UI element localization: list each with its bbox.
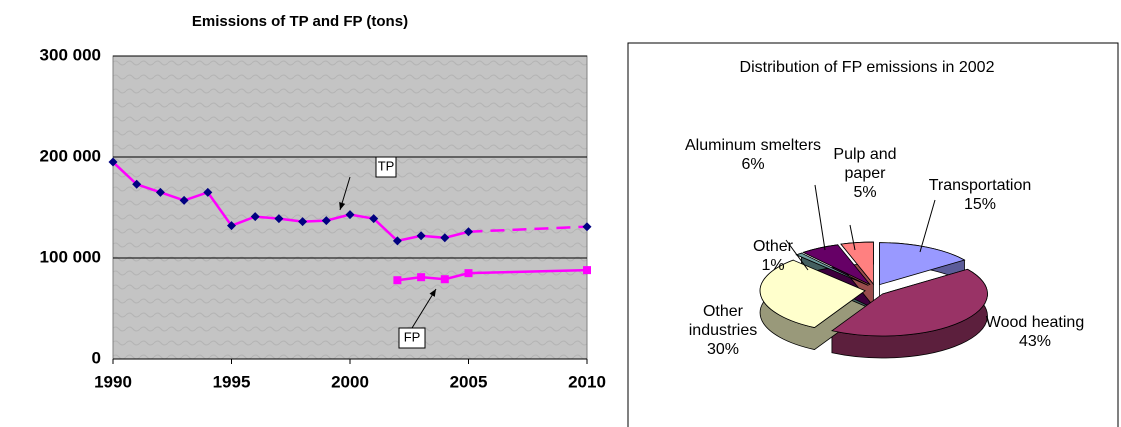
marker bbox=[321, 216, 331, 226]
marker bbox=[274, 214, 284, 224]
leader-line bbox=[814, 184, 826, 251]
pie-slice bbox=[879, 242, 966, 286]
leader-line bbox=[785, 239, 809, 271]
slice-label: Other 1% bbox=[738, 237, 808, 275]
marker bbox=[132, 179, 142, 189]
marker bbox=[345, 210, 355, 220]
slice-name: Other bbox=[752, 238, 793, 255]
slice-value-label: 30% bbox=[706, 341, 740, 358]
marker bbox=[464, 227, 473, 237]
arrow-head bbox=[339, 202, 346, 210]
callout-box bbox=[398, 327, 426, 349]
y-tick-label: 0 bbox=[92, 348, 101, 367]
pie-frame bbox=[627, 42, 1119, 427]
marker bbox=[392, 236, 402, 246]
leader-line bbox=[849, 224, 856, 251]
slice-value-label: 5% bbox=[853, 184, 877, 201]
x-tick-label: 2010 bbox=[568, 372, 606, 391]
chart-title: Emissions of TP and FP (tons) bbox=[192, 13, 408, 30]
slice-label: Wood heating 43% bbox=[985, 313, 1085, 351]
pie-title: Distribution of FP emissions in 2002 bbox=[740, 59, 995, 76]
marker bbox=[583, 266, 591, 275]
slice-value-label: 43% bbox=[1018, 333, 1052, 350]
slice-label: Aluminum smelters 6% bbox=[663, 136, 843, 174]
plot-area bbox=[112, 55, 588, 360]
marker bbox=[440, 275, 449, 284]
marker bbox=[227, 221, 236, 231]
callout-label: FP bbox=[404, 329, 421, 344]
callout-box bbox=[375, 156, 397, 178]
slice-label: Transportation 15% bbox=[915, 176, 1045, 214]
slice-label: Other industries 30% bbox=[668, 302, 778, 359]
marker bbox=[393, 276, 402, 285]
marker bbox=[582, 222, 592, 232]
slice-value-label: 15% bbox=[963, 196, 997, 213]
slice-name: Other industries bbox=[688, 303, 758, 339]
slice-value-label: 1% bbox=[761, 257, 785, 274]
marker bbox=[250, 212, 260, 222]
x-tick-label: 2000 bbox=[331, 372, 369, 391]
marker bbox=[369, 214, 379, 224]
series-line bbox=[468, 225, 588, 233]
marker bbox=[416, 231, 426, 241]
slice-name: Wood heating bbox=[985, 314, 1085, 331]
marker bbox=[464, 269, 473, 278]
x-tick-label: 1990 bbox=[94, 372, 132, 391]
pie-slice bbox=[759, 259, 866, 328]
x-tick-label: 1995 bbox=[213, 372, 251, 391]
marker bbox=[440, 233, 450, 243]
marker bbox=[108, 157, 118, 167]
leader-line bbox=[919, 199, 936, 253]
pie-slice bbox=[840, 241, 874, 286]
marker bbox=[417, 273, 426, 282]
slice-name: Aluminum smelters bbox=[684, 137, 822, 154]
y-tick-label: 200 000 bbox=[40, 146, 101, 165]
callout-arrow bbox=[411, 288, 437, 329]
marker bbox=[155, 187, 165, 197]
slice-name: Transportation bbox=[928, 177, 1032, 194]
series-line bbox=[112, 161, 469, 243]
pie-slice bbox=[802, 244, 871, 286]
pie-slice bbox=[830, 268, 988, 337]
arrow-head bbox=[429, 289, 436, 297]
callout-label: TP bbox=[378, 158, 395, 173]
slice-label: Pulp and paper 5% bbox=[830, 145, 900, 202]
slice-name: Pulp and paper bbox=[833, 146, 897, 182]
marker bbox=[298, 217, 308, 227]
y-tick-label: 300 000 bbox=[40, 45, 101, 64]
marker bbox=[203, 187, 213, 197]
y-tick-label: 100 000 bbox=[40, 247, 101, 266]
slice-value-label: 6% bbox=[741, 156, 765, 173]
marker bbox=[179, 195, 189, 205]
x-tick-label: 2005 bbox=[450, 372, 488, 391]
